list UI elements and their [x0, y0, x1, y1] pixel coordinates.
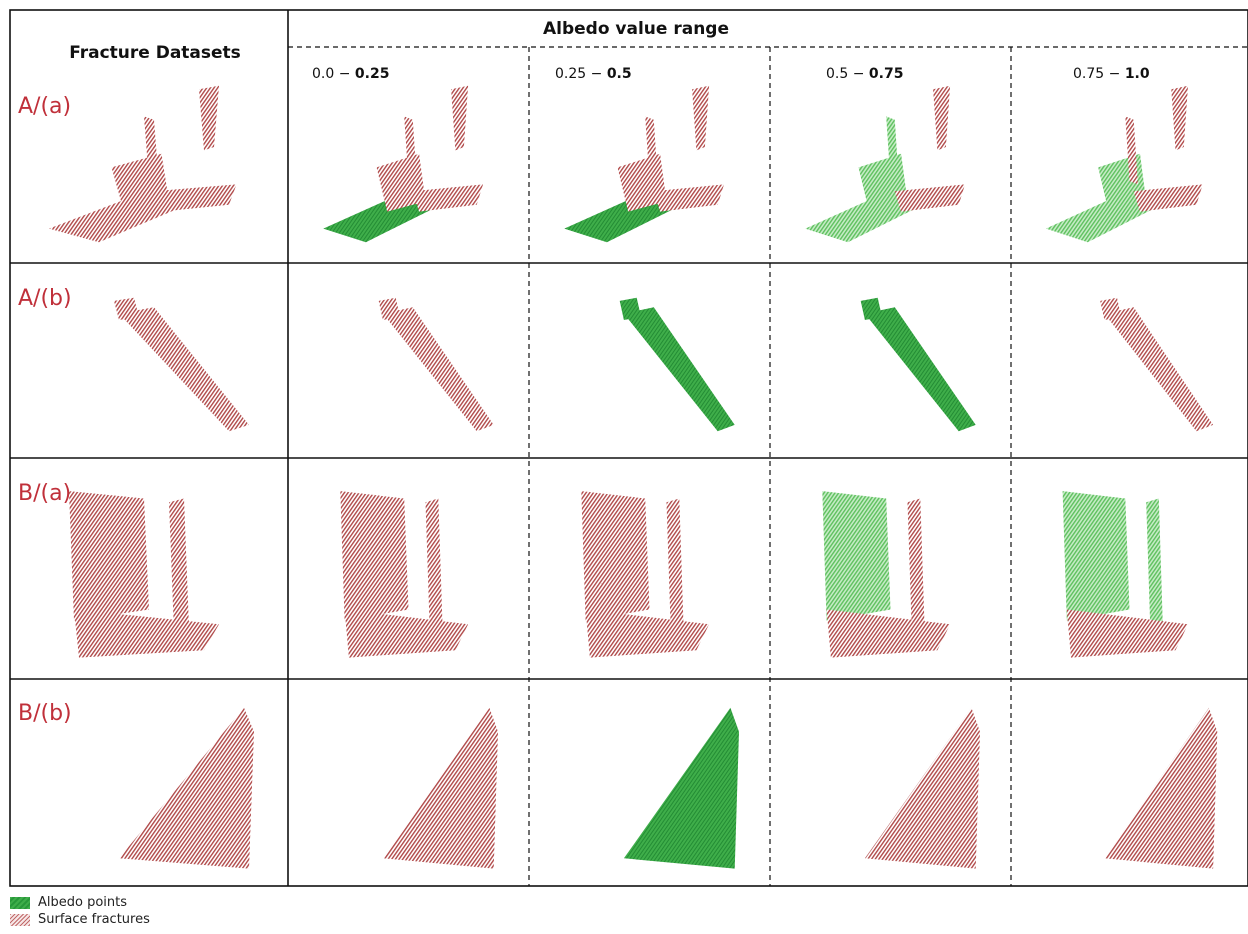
point-cloud-panels: [49, 85, 1218, 869]
cloud-region-r3-c3-1: [581, 491, 650, 621]
cloud-region-r4-c4-1: [864, 707, 980, 869]
cloud-region-r3-c2-3: [344, 609, 469, 658]
cloud-region-r3-c5-2: [1146, 498, 1163, 632]
cloud-region-r3-c2-2: [425, 498, 443, 632]
cloud-region-r1-c1-1: [49, 198, 179, 243]
range-header-1: 0.0 − 0.25: [312, 66, 389, 82]
table-grid: [9, 9, 1248, 887]
cloud-region-r2-c3-2: [619, 297, 641, 320]
cloud-region-r1-c5-5: [1133, 184, 1203, 212]
cloud-region-r2-c5-1: [1104, 307, 1214, 432]
legend-item-fractures: Surface fractures: [10, 911, 150, 928]
cloud-region-r3-c1-1: [69, 491, 149, 621]
cloud-region-r1-c3-3: [645, 116, 658, 185]
cloud-region-r4-c2-1: [382, 707, 498, 869]
cloud-region-r3-c4-2: [907, 498, 925, 632]
cloud-region-r3-c3-2: [666, 498, 684, 632]
cloud-region-r2-c2-2: [378, 297, 400, 320]
fracture-swatch-icon: [10, 913, 30, 926]
cloud-region-r1-c2-1: [323, 198, 435, 243]
cloud-region-r3-c5-1: [1062, 491, 1130, 621]
cloud-region-r3-c2-1: [340, 491, 409, 621]
cloud-region-r3-c5-3: [1066, 609, 1188, 658]
albedo-swatch-icon: [10, 896, 30, 909]
cloud-region-r3-c1-2: [169, 498, 189, 632]
cloud-region-r4-c5-1: [1104, 707, 1218, 869]
legend-label-albedo: Albedo points: [38, 895, 128, 910]
cloud-region-r2-c1-2: [114, 297, 139, 320]
cloud-region-r2-c4-2: [860, 297, 882, 320]
cloud-region-r3-c4-1: [822, 491, 891, 621]
cloud-region-r1-c3-5: [653, 184, 724, 212]
cloud-region-r3-c4-3: [826, 609, 951, 658]
row-label-a-a: A/(a): [18, 94, 71, 119]
cloud-region-r2-c4-1: [864, 307, 976, 432]
cloud-region-r1-c2-3: [404, 116, 417, 185]
cloud-region-r1-c1-5: [154, 184, 237, 212]
cloud-region-r1-c1-3: [144, 116, 159, 185]
cloud-region-r1-c5-1: [1045, 198, 1155, 243]
range-header: Albedo value range: [543, 19, 729, 39]
legend-label-fractures: Surface fractures: [38, 912, 150, 927]
cloud-region-r2-c1-1: [119, 307, 249, 432]
row-label-a-b: A/(b): [18, 286, 72, 311]
datasets-header: Fracture Datasets: [69, 43, 241, 63]
range-header-4: 0.75 − 1.0: [1073, 66, 1150, 82]
cloud-region-r2-c3-1: [623, 307, 735, 432]
cloud-region-r2-c2-1: [382, 307, 494, 432]
cloud-region-r1-c5-4: [1171, 85, 1188, 151]
cloud-region-r1-c4-5: [894, 184, 965, 212]
cloud-region-r1-c4-4: [933, 85, 951, 151]
cloud-region-r1-c2-5: [412, 184, 483, 212]
cloud-region-r1-c1-4: [199, 85, 219, 151]
cloud-region-r1-c5-3: [1125, 116, 1138, 185]
cloud-region-r3-c1-3: [74, 609, 219, 658]
cloud-region-r1-c2-4: [451, 85, 469, 151]
range-header-3: 0.5 − 0.75: [826, 66, 903, 82]
cloud-region-r1-c4-3: [886, 116, 899, 185]
cloud-region-r4-c1-1: [119, 707, 254, 869]
legend-item-albedo: Albedo points: [10, 894, 150, 911]
cloud-region-r1-c3-4: [692, 85, 710, 151]
range-header-2: 0.25 − 0.5: [555, 66, 632, 82]
cloud-region-r4-c3-1: [623, 707, 739, 869]
legend: Albedo points Surface fractures: [10, 894, 150, 928]
cloud-region-r2-c5-2: [1100, 297, 1122, 320]
row-label-b-a: B/(a): [18, 481, 71, 506]
cloud-region-r1-c4-1: [805, 198, 917, 243]
cloud-region-r1-c3-1: [564, 198, 676, 243]
cloud-region-r3-c3-3: [585, 609, 710, 658]
row-label-b-b: B/(b): [18, 701, 72, 726]
